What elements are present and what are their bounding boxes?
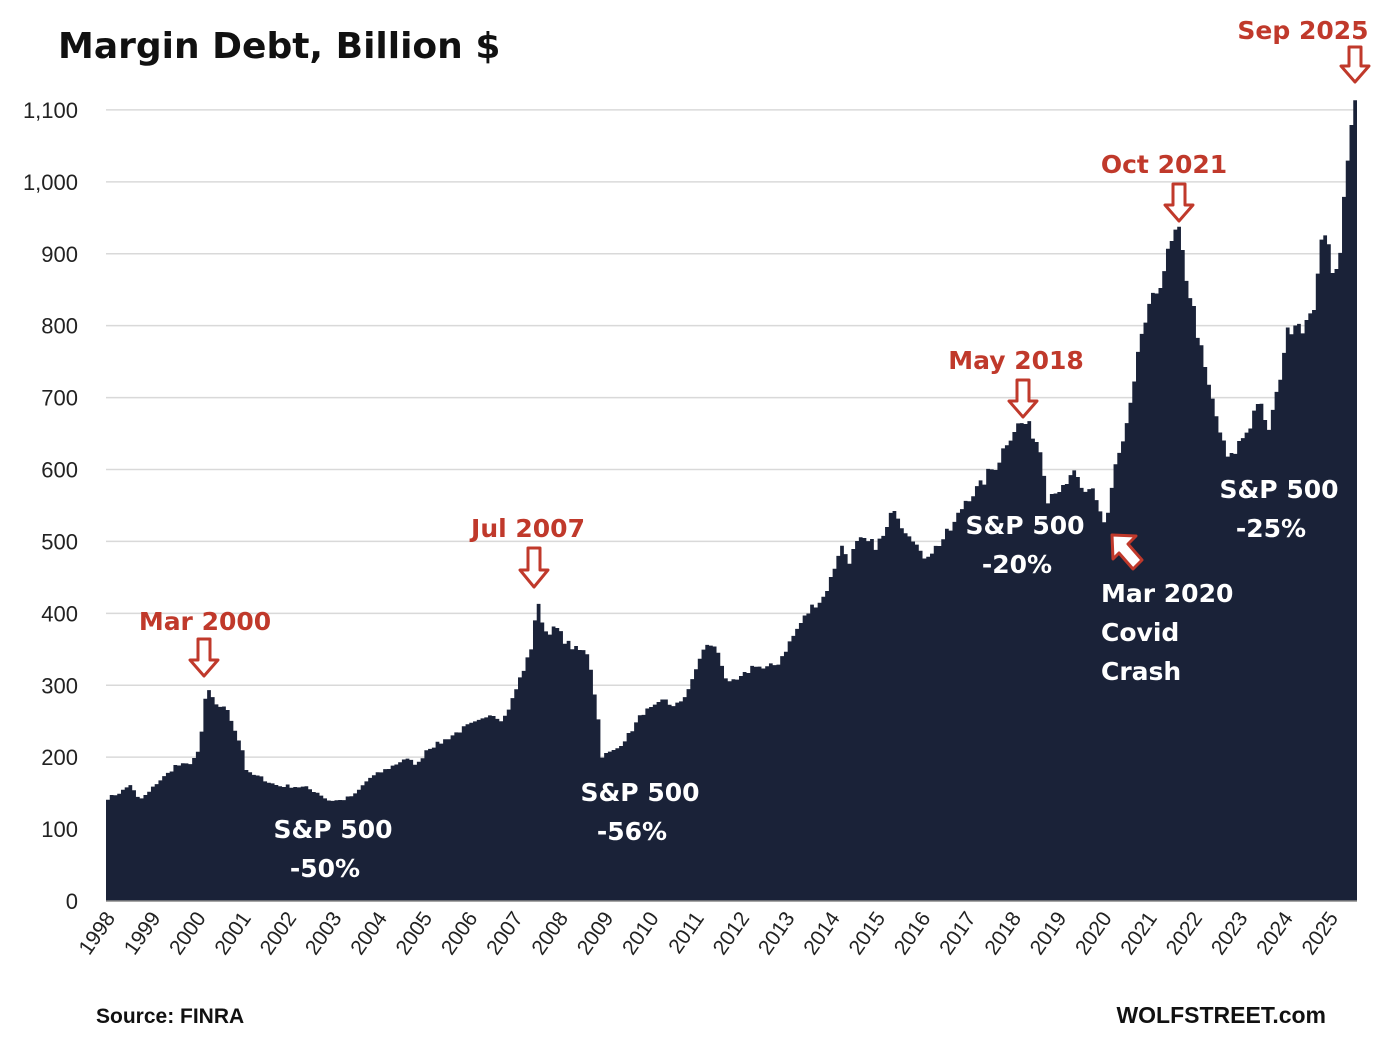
peak-label-oct-2021: Oct 2021 [1101,150,1227,179]
x-tick-label: 2024 [1252,907,1298,959]
covid-label-line1: Mar 2020 [1101,579,1233,608]
x-tick-label: 2020 [1071,908,1117,959]
arrow-oct-2021-icon [1163,182,1195,223]
x-tick-label: 2008 [527,908,573,959]
x-tick-label: 2016 [890,908,936,959]
peak-label-jul-2007: Jul 2007 [469,514,585,543]
x-axis-ticks: 1998 1999 2000 2001 2002 2003 2004 2005 2006 2007… [74,907,1343,959]
y-tick-label: 300 [41,673,78,698]
arrow-jul-2007-icon [518,546,550,589]
x-tick-label: 2007 [482,908,528,959]
arrow-sep-2025-icon [1339,45,1371,84]
y-tick-label: 400 [41,601,78,626]
x-tick-label: 2009 [573,908,619,959]
peak-label-may-2018: May 2018 [948,346,1084,375]
x-tick-label: 2021 [1116,908,1162,959]
x-tick-label: 2023 [1207,908,1253,959]
y-tick-label: 100 [41,817,78,842]
y-tick-label: 200 [41,745,78,770]
x-tick-label: 2005 [392,908,438,959]
x-tick-label: 2018 [980,908,1026,959]
x-tick-label: 2004 [346,907,392,959]
x-tick-label: 2002 [256,908,302,959]
peak-annotations: Mar 2000 Jul 2007 May 2018 Oct 2021 Sep … [139,16,1369,636]
x-tick-label: 2011 [664,908,709,958]
arrow-mar-2000-icon [188,637,220,678]
x-tick-label: 2012 [709,908,755,959]
y-tick-label: 1,000 [23,170,78,195]
covid-label-line2: Covid [1101,618,1179,647]
x-tick-label: 2025 [1297,908,1343,959]
peak-arrows [188,45,1371,678]
brand-label: WOLFSTREET.com [1116,1002,1326,1028]
x-tick-label: 2019 [1026,908,1072,959]
drawdown-2009-line1: S&P 500 [580,778,699,807]
x-tick-label: 2006 [437,908,483,959]
drawdown-2018-line1: S&P 500 [965,511,1084,540]
y-tick-label: 900 [41,242,78,267]
x-tick-label: 1998 [74,908,120,959]
x-tick-label: 2001 [210,908,256,959]
y-tick-label: 700 [41,386,78,411]
source-label: Source: FINRA [96,1005,244,1028]
y-tick-label: 500 [41,529,78,554]
x-tick-label: 2000 [165,908,211,959]
peak-label-sep-2025: Sep 2025 [1237,16,1368,45]
x-tick-label: 2013 [754,908,800,959]
x-tick-label: 1999 [120,908,166,959]
drawdown-2018-line2: -20% [982,550,1052,579]
covid-label-line3: Crash [1101,657,1181,686]
drawdown-2022-line2: -25% [1236,514,1306,543]
x-tick-label: 2017 [935,908,981,959]
y-axis-ticks: 0 100 200 300 400 500 600 700 800 900 1,000 1,100 [23,98,78,914]
x-tick-label: 2022 [1162,908,1208,959]
arrow-mar-2020-icon [1110,533,1144,571]
data-area [105,91,1358,901]
drawdown-2002-line2: -50% [290,854,360,883]
drawdown-2009-line2: -56% [597,817,667,846]
y-tick-label: 0 [66,889,78,914]
x-tick-label: 2010 [618,908,664,959]
drawdown-2002-line1: S&P 500 [273,815,392,844]
margin-debt-area [106,100,1357,901]
x-tick-label: 2014 [799,907,845,959]
y-tick-label: 1,100 [23,98,78,123]
drawdown-2022-line1: S&P 500 [1219,475,1338,504]
y-tick-label: 600 [41,458,78,483]
x-tick-label: 2003 [301,908,347,959]
gridlines [106,109,1357,830]
drawdown-annotations: S&P 500 -50% S&P 500 -56% S&P 500 -20% S… [273,475,1338,883]
chart-title: Margin Debt, Billion $ [58,26,500,67]
y-tick-label: 800 [41,314,78,339]
x-tick-label: 2015 [844,908,890,959]
arrow-may-2018-icon [1007,378,1039,419]
peak-label-mar-2000: Mar 2000 [139,607,271,636]
